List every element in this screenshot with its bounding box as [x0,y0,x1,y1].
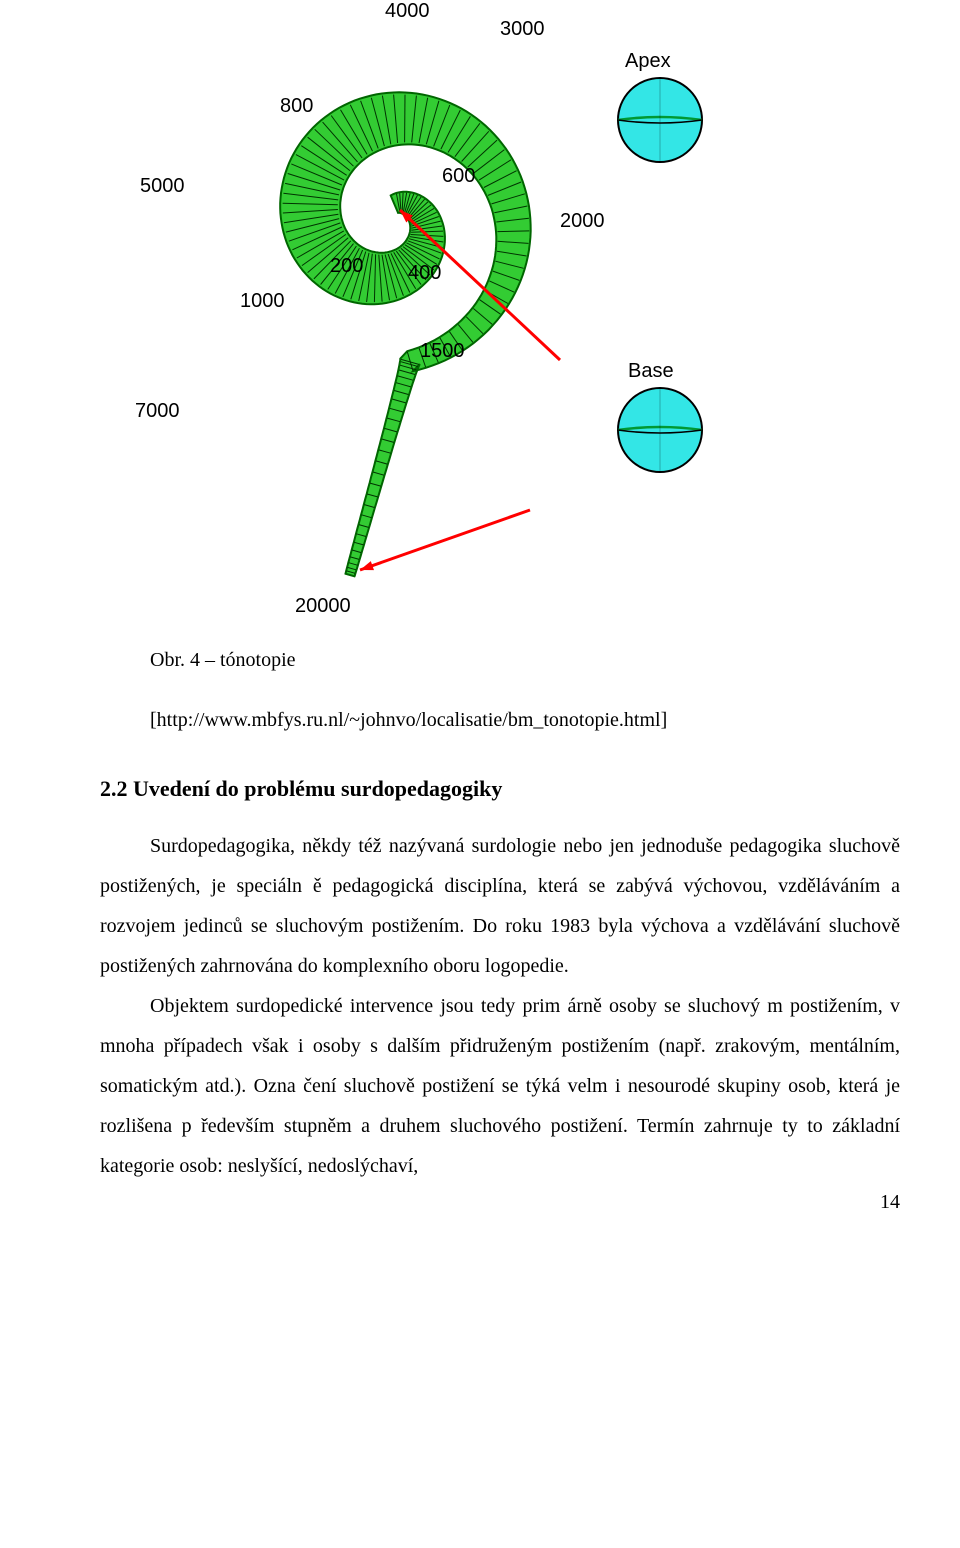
figure-caption: Obr. 4 – tónotopie [100,640,900,680]
section-heading: 2.2 Uvedení do problému surdopedagogiky [100,776,900,802]
figure-label: 4000 [385,0,430,23]
figure-label: 1500 [420,340,465,363]
figure-label: 1000 [240,290,285,313]
figure-label: Apex [625,50,671,73]
figure-label: 20000 [295,595,351,618]
figure-caption-url: [http://www.mbfys.ru.nl/~johnvo/localisa… [100,700,900,740]
cochlea-tonotopy-figure: 4000 3000 Apex 800 5000 600 2000 200 400 1000 1500… [130,0,730,620]
paragraph-1: Surdopedagogika, někdy též nazývaná surd… [100,826,900,986]
figure-label: 3000 [500,18,545,41]
figure-label: 400 [408,262,441,285]
figure-label: Base [628,360,674,383]
figure-label: 800 [280,95,313,118]
figure-label: 2000 [560,210,605,233]
page-number: 14 [880,1191,900,1214]
paragraph-2: Objektem surdopedické intervence jsou te… [100,986,900,1186]
figure-label: 5000 [140,175,185,198]
figure-label: 7000 [135,400,180,423]
figure-label: 600 [442,165,475,188]
figure-label: 200 [330,255,363,278]
figure-svg [130,0,730,620]
